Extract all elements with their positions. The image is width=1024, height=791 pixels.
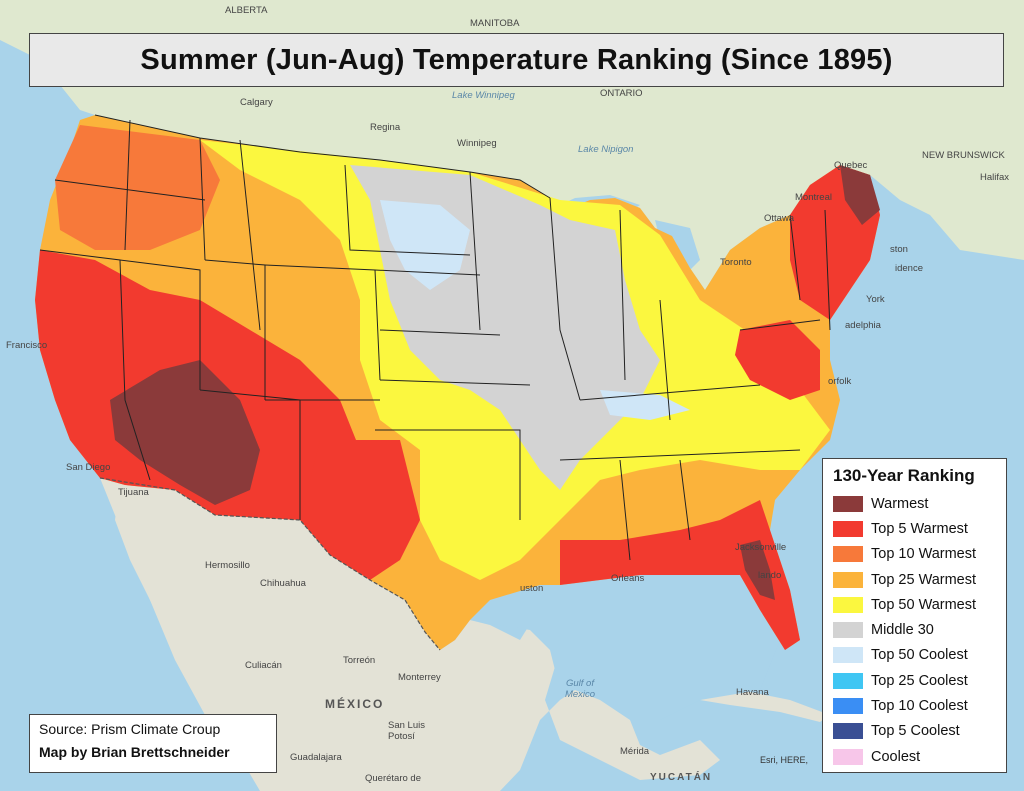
place-hermosillo: Hermosillo	[205, 560, 250, 571]
legend-label: Top 10 Warmest	[871, 546, 977, 563]
place-tijuana: Tijuana	[118, 487, 149, 498]
mexico-land	[115, 480, 720, 791]
legend-label: Coolest	[871, 748, 921, 765]
legend-items: Warmest Top 5 Warmest Top 10 Warmest Top 25…	[833, 491, 996, 769]
legend-item: Warmest	[833, 491, 996, 516]
place-monterrey: Monterrey	[398, 672, 441, 683]
region-top5-gulf	[560, 500, 800, 650]
legend-label: Top 50 Coolest	[871, 647, 968, 664]
legend: 130-Year Ranking Warmest Top 5 Warmest Top…	[822, 458, 1007, 773]
region-top50-cool	[380, 200, 470, 290]
place-culiacan: Culiacán	[245, 660, 282, 671]
legend-label: Middle 30	[871, 622, 934, 639]
legend-item: Top 50 Warmest	[833, 592, 996, 617]
place-winnipeg: Winnipeg	[457, 138, 497, 149]
place-francisco: Francisco	[6, 340, 48, 351]
place-chihuahua: Chihuahua	[260, 578, 306, 589]
place-lake-winnipeg: Lake Winnipeg	[452, 90, 515, 101]
legend-swatch	[833, 495, 863, 512]
place-philadelphia: adelphia	[845, 320, 881, 331]
place-regina: Regina	[370, 122, 401, 133]
state-boundaries	[39, 114, 831, 561]
region-warmest-me	[840, 165, 880, 225]
region-top5-midatl	[735, 320, 820, 400]
place-ontario: ONTARIO	[600, 88, 643, 99]
place-jacksonville: Jacksonville	[735, 542, 787, 553]
legend-item: Coolest	[833, 744, 996, 769]
place-quebec: Quebec	[834, 160, 868, 171]
legend-swatch	[833, 698, 863, 715]
legend-swatch	[833, 672, 863, 689]
baja-land	[100, 478, 220, 720]
legend-swatch	[833, 520, 863, 537]
place-ottawa: Ottawa	[764, 213, 795, 224]
place-norfolk: orfolk	[828, 376, 852, 387]
place-new-brunswick: NEW BRUNSWICK	[922, 150, 1005, 161]
place-montreal: Montreal	[795, 192, 832, 203]
place-orleans: Orleans	[611, 573, 645, 584]
legend-swatch	[833, 546, 863, 563]
map-title-box: Summer (Jun-Aug) Temperature Ranking (Si…	[29, 33, 1004, 87]
place-new-york: York	[866, 294, 885, 305]
region-top5-tx	[300, 440, 420, 580]
cuba-land	[700, 690, 830, 722]
place-gulf-of-mexico: Gulf of Mexico	[564, 678, 596, 700]
legend-item: Top 5 Coolest	[833, 719, 996, 744]
author-text: Map by Brian Brettschneider	[39, 744, 230, 760]
place-havana: Havana	[736, 687, 769, 698]
map-title: Summer (Jun-Aug) Temperature Ranking (Si…	[140, 43, 893, 76]
legend-label: Top 10 Coolest	[871, 698, 968, 715]
place-houston: uston	[520, 583, 544, 594]
legend-item: Top 25 Coolest	[833, 668, 996, 693]
legend-label: Top 5 Warmest	[871, 520, 968, 537]
legend-label: Top 25 Coolest	[871, 672, 968, 689]
legend-item: Top 10 Coolest	[833, 693, 996, 718]
place-mexico: MÉXICO	[325, 697, 385, 711]
legend-item: Top 10 Warmest	[833, 542, 996, 567]
place-guadalajara: Guadalajara	[290, 752, 342, 763]
legend-swatch	[833, 596, 863, 613]
place-halifax: Halifax	[980, 172, 1010, 183]
place-calgary: Calgary	[240, 97, 273, 108]
place-merida: Mérida	[620, 746, 650, 757]
legend-title: 130-Year Ranking	[833, 466, 975, 485]
legend-label: Top 50 Warmest	[871, 596, 977, 613]
legend-label: Top 5 Coolest	[871, 723, 960, 740]
place-yucatan: YUCATÁN	[650, 772, 713, 783]
region-warmest-fl	[740, 540, 775, 600]
place-boston: ston	[890, 244, 908, 255]
legend-swatch	[833, 723, 863, 740]
international-border	[99, 477, 441, 651]
legend-swatch	[833, 571, 863, 588]
region-top10-nw	[55, 125, 220, 250]
place-manitoba: MANITOBA	[470, 18, 520, 29]
legend-label: Warmest	[871, 495, 929, 512]
legend-item: Top 5 Warmest	[833, 516, 996, 541]
legend-swatch	[833, 647, 863, 664]
place-toronto: Toronto	[720, 257, 752, 268]
place-queretaro: Querétaro de	[365, 773, 421, 784]
legend-item: Top 50 Coolest	[833, 643, 996, 668]
place-san-diego: San Diego	[66, 462, 111, 473]
legend-label: Top 25 Warmest	[871, 571, 977, 588]
legend-item: Top 25 Warmest	[833, 567, 996, 592]
place-san-luis-potosi: San Luis Potosí	[388, 720, 425, 742]
region-warmest-sw	[110, 360, 260, 505]
attribution: Esri, HERE,	[760, 755, 809, 765]
place-providence: idence	[895, 263, 923, 274]
place-orlando: lando	[758, 570, 782, 581]
place-lake-nipigon: Lake Nipigon	[578, 144, 634, 155]
legend-swatch	[833, 748, 863, 765]
place-alberta: ALBERTA	[225, 5, 268, 16]
place-torreon: Torreón	[343, 655, 376, 666]
region-top50-cool-2	[600, 390, 690, 420]
legend-item: Middle 30	[833, 617, 996, 642]
source-text: Source: Prism Climate Croup	[39, 721, 221, 737]
source-box: Source: Prism Climate Croup Map by Brian…	[29, 714, 277, 773]
legend-swatch	[833, 622, 863, 639]
gulf-water	[470, 560, 780, 720]
